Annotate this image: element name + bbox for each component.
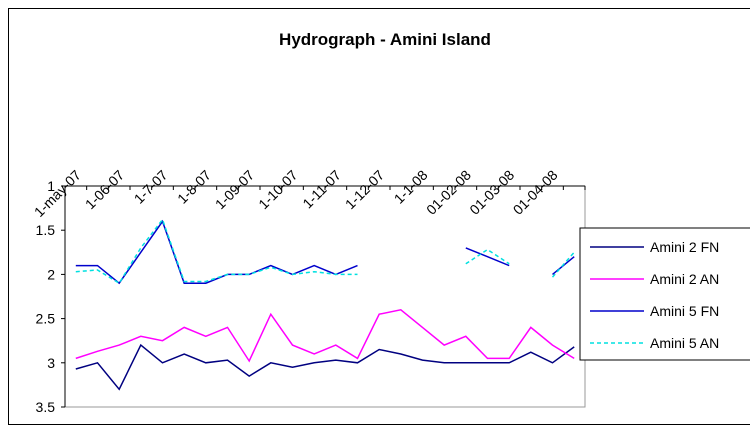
y-tick-label: 1.5 [36,222,56,238]
legend-label: Amini 2 AN [650,271,719,287]
y-tick-label: 3.5 [36,399,56,415]
chart-title: Hydrograph - Amini Island [279,30,491,49]
series-line [75,218,575,285]
y-tick-label: 3 [47,355,55,371]
series-line [75,308,575,363]
y-tick-label: 2 [47,266,55,282]
legend-label: Amini 5 AN [650,335,719,351]
legend-box [579,227,750,361]
chart-border [8,8,750,425]
y-tick-label: 1 [47,178,55,194]
series-line [75,343,575,391]
legend-label: Amini 2 FN [650,239,719,255]
y-tick-label: 2.5 [36,311,56,327]
legend-label: Amini 5 FN [650,303,719,319]
